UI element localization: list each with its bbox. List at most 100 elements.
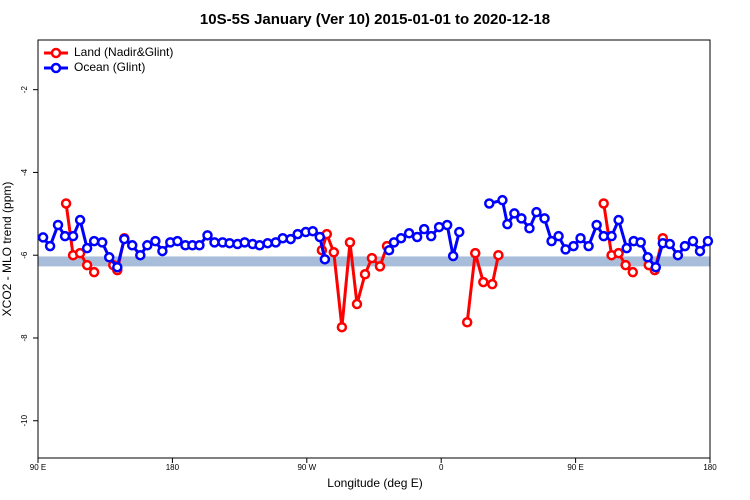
point	[497, 194, 508, 206]
y-tick-label: -4	[20, 168, 29, 176]
point	[88, 266, 100, 278]
point	[687, 235, 699, 247]
point	[502, 218, 513, 230]
point	[613, 214, 624, 226]
point	[454, 226, 465, 238]
point	[546, 235, 557, 247]
point	[447, 250, 459, 262]
x-tick-label: 0	[439, 463, 444, 472]
point	[150, 235, 161, 247]
point	[575, 232, 586, 244]
point	[81, 259, 93, 271]
x-tick-label: 180	[166, 463, 180, 472]
point	[119, 233, 130, 245]
point	[126, 240, 138, 251]
point	[74, 214, 86, 226]
point	[694, 245, 706, 257]
point	[433, 221, 445, 233]
point	[314, 231, 326, 243]
point	[650, 261, 662, 273]
x-tick-label: 180	[703, 463, 717, 472]
point	[209, 237, 220, 248]
point	[606, 230, 617, 242]
point	[172, 235, 183, 247]
point	[672, 249, 684, 261]
point	[509, 208, 520, 219]
point	[366, 252, 378, 264]
point	[621, 242, 632, 254]
point	[627, 266, 639, 278]
point	[52, 219, 64, 231]
point	[425, 230, 437, 242]
y-tick-label: -8	[20, 334, 29, 342]
legend-label: Land (Nadir&Glint)	[74, 45, 173, 59]
point	[336, 321, 348, 333]
point	[568, 240, 579, 252]
point	[620, 259, 631, 271]
point	[307, 225, 319, 237]
point	[591, 219, 602, 231]
point	[328, 247, 340, 258]
point	[202, 230, 213, 241]
point	[642, 252, 653, 263]
point	[441, 219, 453, 231]
point	[598, 198, 609, 209]
point	[344, 237, 356, 248]
point	[67, 230, 79, 242]
point	[411, 231, 423, 243]
point	[351, 298, 363, 310]
point	[292, 228, 303, 240]
point	[359, 268, 371, 280]
point	[157, 245, 168, 257]
plot-frame	[37, 39, 711, 459]
point	[469, 247, 481, 259]
x-tick-label: 90 W	[297, 463, 316, 472]
point	[613, 247, 624, 259]
point	[478, 276, 489, 288]
point	[60, 198, 72, 209]
point	[539, 213, 550, 224]
point	[583, 240, 594, 252]
point	[635, 237, 646, 248]
point	[679, 240, 691, 252]
point	[487, 278, 498, 290]
y-tick-label: -10	[20, 414, 29, 426]
point	[664, 238, 676, 250]
x-tick-label: 90 E	[30, 463, 46, 472]
y-axis-label: XCO2 - MLO trend (ppm)	[0, 182, 14, 317]
point	[88, 235, 100, 247]
point	[702, 235, 714, 247]
point	[96, 237, 108, 248]
x-tick-label: 90 E	[567, 463, 583, 472]
point	[553, 230, 564, 242]
point	[461, 317, 473, 328]
point	[484, 198, 495, 209]
point	[383, 244, 395, 256]
point	[142, 240, 153, 251]
point	[374, 261, 386, 272]
point	[103, 252, 115, 263]
point	[254, 240, 265, 251]
point	[319, 254, 331, 265]
point	[74, 247, 86, 259]
point	[37, 232, 49, 243]
point	[135, 249, 146, 261]
point	[493, 249, 504, 261]
point	[516, 213, 527, 224]
point	[524, 223, 535, 234]
legend-label: Ocean (Glint)	[74, 60, 145, 74]
chart-title: 10S-5S January (Ver 10) 2015-01-01 to 20…	[200, 11, 550, 28]
y-tick-label: -2	[20, 86, 29, 94]
legend-marker	[50, 47, 62, 59]
point	[395, 232, 407, 244]
point	[418, 223, 430, 235]
point	[194, 240, 205, 251]
point	[531, 206, 542, 218]
point	[44, 240, 56, 252]
point	[403, 228, 415, 239]
point	[112, 261, 123, 273]
point	[81, 242, 93, 254]
x-axis-label: Longitude (deg E)	[327, 476, 422, 490]
